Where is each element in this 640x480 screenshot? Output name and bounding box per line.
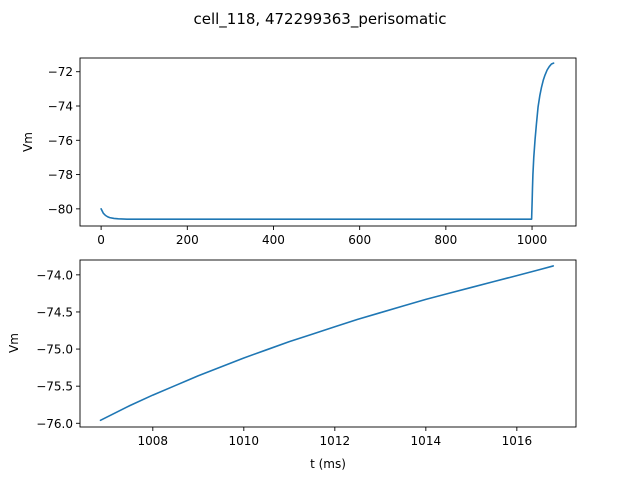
bottom-axes-frame [79, 259, 577, 428]
top-x-ticks: 0 200 400 600 800 1000 [97, 226, 547, 247]
top-axes-frame [79, 57, 577, 227]
top-series-group [100, 62, 555, 220]
top-x-tick-label: 1000 [517, 233, 548, 247]
top-x-tick-label: 400 [262, 233, 285, 247]
bottom-x-tick-label: 1010 [229, 434, 260, 448]
bottom-series-group [99, 265, 555, 422]
top-y-tick-label: −80 [48, 202, 73, 216]
top-y-tick-label: −74 [48, 100, 73, 114]
bottom-x-ticks: 1008 1010 1012 1014 1016 [138, 427, 533, 448]
bottom-x-tick-label: 1016 [502, 434, 533, 448]
top-y-axis-label: Vm [21, 132, 35, 152]
bottom-axes: 1008 1010 1012 1014 1016 −76.0 −75.5 −75.0 −74.… [7, 259, 577, 471]
top-axes: 0 200 400 600 800 1000 −80 −78 −76 −74 −72 Vm [21, 57, 577, 247]
bottom-y-tick-label: −74.0 [36, 268, 73, 282]
bottom-y-axis-label: Vm [7, 333, 21, 353]
bottom-x-tick-label: 1012 [320, 434, 351, 448]
bottom-x-tick-label: 1008 [138, 434, 169, 448]
bottom-x-axis-label: t (ms) [310, 457, 346, 471]
bottom-x-tick-label: 1014 [411, 434, 442, 448]
top-x-tick-label: 800 [434, 233, 457, 247]
bottom-y-tick-label: −76.0 [36, 417, 73, 431]
bottom-series-line [99, 265, 555, 422]
top-series-line [100, 62, 555, 220]
top-y-tick-label: −76 [48, 134, 73, 148]
top-y-ticks: −80 −78 −76 −74 −72 [48, 65, 80, 216]
bottom-y-tick-label: −75.5 [36, 380, 73, 394]
figure-title: cell_118, 472299363_perisomatic [193, 10, 446, 29]
bottom-y-tick-label: −74.5 [36, 305, 73, 319]
bottom-y-tick-label: −75.0 [36, 343, 73, 357]
bottom-y-ticks: −76.0 −75.5 −75.0 −74.5 −74.0 [36, 268, 80, 431]
top-y-tick-label: −78 [48, 168, 73, 182]
top-y-tick-label: −72 [48, 65, 73, 79]
top-x-tick-label: 600 [348, 233, 371, 247]
top-x-tick-label: 0 [97, 233, 105, 247]
top-x-tick-label: 200 [176, 233, 199, 247]
